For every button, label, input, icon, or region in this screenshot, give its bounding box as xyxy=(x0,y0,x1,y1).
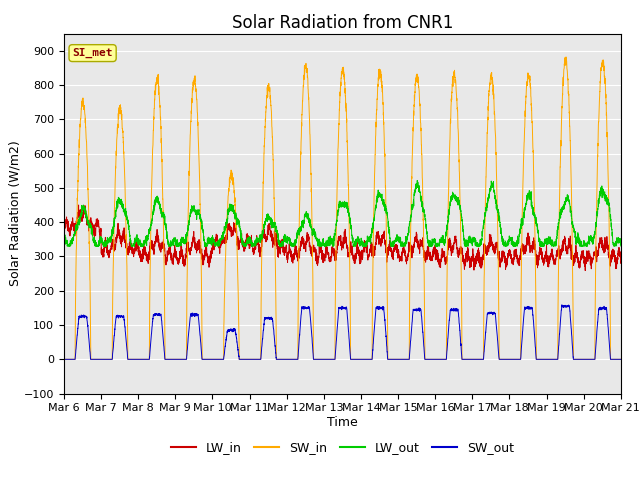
LW_out xyxy=(436,237,444,243)
LW_out xyxy=(616,239,624,245)
Line: LW_out: LW_out xyxy=(64,180,621,246)
SW_in xyxy=(160,264,168,269)
SW_in xyxy=(617,357,625,362)
SW_in xyxy=(616,357,624,362)
Text: SI_met: SI_met xyxy=(72,48,113,58)
SW_in xyxy=(60,357,68,362)
LW_in xyxy=(467,253,475,259)
SW_in xyxy=(562,54,570,60)
LW_in xyxy=(581,268,589,274)
LW_in xyxy=(499,253,507,259)
LW_in xyxy=(75,202,83,208)
LW_in xyxy=(436,260,444,266)
SW_out xyxy=(499,357,506,362)
Line: SW_in: SW_in xyxy=(64,57,621,360)
SW_out xyxy=(160,346,168,352)
SW_in xyxy=(499,357,506,362)
SW_out xyxy=(436,357,444,362)
Legend: LW_in, SW_in, LW_out, SW_out: LW_in, SW_in, LW_out, SW_out xyxy=(166,436,519,459)
SW_in xyxy=(467,357,475,362)
LW_out xyxy=(60,237,68,243)
LW_out xyxy=(468,238,476,244)
LW_out xyxy=(413,178,421,183)
SW_out xyxy=(467,357,475,362)
LW_in xyxy=(322,241,330,247)
SW_in xyxy=(436,357,444,362)
Title: Solar Radiation from CNR1: Solar Radiation from CNR1 xyxy=(232,14,453,32)
LW_out xyxy=(499,237,507,243)
SW_out xyxy=(616,357,624,362)
SW_out xyxy=(60,357,68,362)
LW_out xyxy=(63,243,71,249)
SW_out xyxy=(617,357,625,362)
X-axis label: Time: Time xyxy=(327,416,358,429)
Y-axis label: Solar Radiation (W/m2): Solar Radiation (W/m2) xyxy=(8,141,21,287)
SW_in xyxy=(322,357,330,362)
SW_out xyxy=(322,357,330,362)
LW_in xyxy=(617,259,625,264)
LW_out xyxy=(161,214,168,220)
Line: SW_out: SW_out xyxy=(64,305,621,360)
LW_in xyxy=(616,252,624,257)
LW_in xyxy=(60,232,68,238)
Line: LW_in: LW_in xyxy=(64,205,621,271)
LW_out xyxy=(322,240,330,246)
LW_out xyxy=(617,243,625,249)
LW_in xyxy=(161,245,168,251)
SW_out xyxy=(558,302,566,308)
